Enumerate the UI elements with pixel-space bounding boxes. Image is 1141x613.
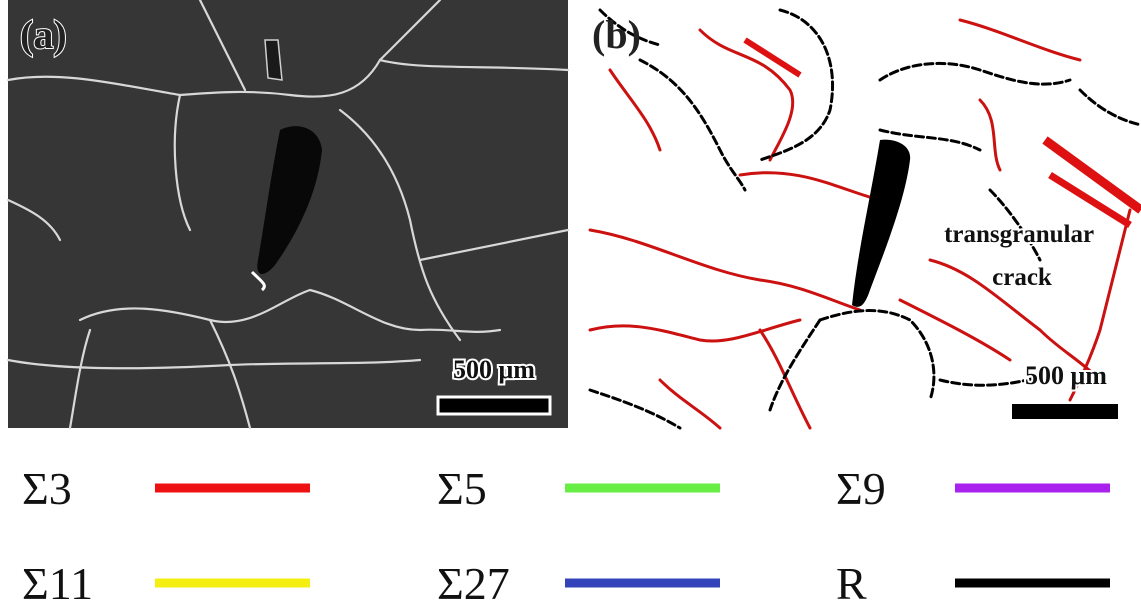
legend-label: Σ27 [437, 558, 510, 609]
legend-label: Σ9 [836, 463, 886, 514]
scale-bar-label: 500 μm [453, 355, 535, 384]
annotation-line: transgranular [944, 221, 1094, 248]
panel-label: (a) [20, 12, 67, 57]
legend: Σ3 Σ5 Σ9 Σ11 Σ27 R [22, 463, 1110, 609]
scale-bar [438, 397, 550, 414]
figure: (a) 500 μm [0, 0, 1141, 613]
legend-label: R [836, 558, 867, 609]
legend-label: Σ11 [22, 558, 93, 609]
annotation-line: crack [992, 264, 1052, 291]
scale-bar-label: 500 μm [1025, 361, 1107, 390]
panel-label: (b) [592, 12, 641, 57]
legend-label: Σ5 [437, 463, 487, 514]
scale-bar [1012, 404, 1118, 419]
legend-label: Σ3 [22, 463, 72, 514]
